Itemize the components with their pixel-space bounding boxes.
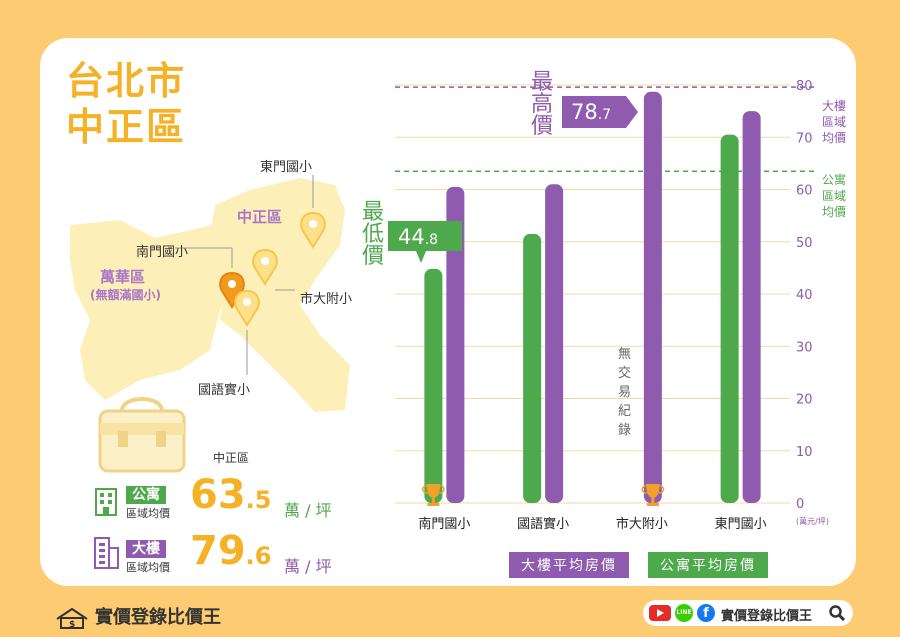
x-tick-label-2: 市大附小 bbox=[616, 516, 668, 532]
y-tick-label-10: 10 bbox=[796, 445, 813, 460]
x-tick-label-1: 國語實小 bbox=[517, 516, 569, 532]
pin-nanmen-icon bbox=[219, 271, 245, 309]
building-avg-line-label: 大樓區域均價 bbox=[822, 99, 847, 145]
x-tick-label-3: 東門國小 bbox=[715, 516, 767, 532]
y-tick-label-30: 30 bbox=[796, 340, 813, 355]
y-tick-label-70: 70 bbox=[796, 131, 813, 146]
youtube-play-glyph bbox=[657, 609, 664, 617]
apartment-badge: 公寓 bbox=[126, 486, 166, 504]
x-tick-label-0: 南門國小 bbox=[418, 516, 470, 532]
trophy-icon bbox=[641, 484, 665, 506]
pin-shida-icon bbox=[252, 248, 278, 286]
legend-building: 大樓平均房價 bbox=[509, 552, 629, 578]
school-label-guoyu: 國語實小 bbox=[198, 383, 251, 398]
social-search-bar[interactable]: LINE f 實價登錄比價王 bbox=[643, 600, 853, 626]
max-price-value: 78.7 bbox=[571, 100, 612, 124]
school-label-shida: 市大附小 bbox=[300, 292, 353, 307]
search-brand-text[interactable]: 實價登錄比價王 bbox=[721, 609, 813, 624]
min-price-label: 最低價 bbox=[362, 200, 385, 269]
district-label-wanhua: 萬華區 bbox=[100, 268, 146, 286]
pin-dongmen-icon bbox=[300, 211, 326, 249]
building-badge-wrap: 大樓 區域均價 bbox=[126, 538, 170, 575]
apartment-icon bbox=[95, 488, 117, 516]
trophy-icon bbox=[422, 484, 445, 506]
building-unit: 萬 / 坪 bbox=[284, 557, 332, 576]
footer-brand: $ 實價登錄比價王 bbox=[55, 603, 221, 630]
min-price-callout bbox=[388, 221, 462, 263]
apartment-label: 區域均價 bbox=[126, 507, 170, 520]
bar-apartment-0 bbox=[424, 268, 443, 503]
school-label-dongmen: 東門國小 bbox=[260, 160, 313, 175]
bar-building-3 bbox=[742, 111, 761, 503]
district-map bbox=[70, 175, 350, 412]
y-tick-label-0: 0 bbox=[796, 497, 804, 512]
search-icon[interactable] bbox=[829, 605, 845, 621]
line-icon[interactable]: LINE bbox=[675, 604, 693, 622]
max-price-label: 最高價 bbox=[531, 70, 554, 139]
y-unit-label: (萬元/坪) bbox=[796, 517, 829, 526]
bar-building-0 bbox=[446, 186, 465, 503]
building-icon bbox=[94, 537, 119, 569]
y-tick-label-40: 40 bbox=[796, 288, 813, 303]
svg-text:$: $ bbox=[69, 620, 75, 629]
pin-guoyu-icon bbox=[234, 289, 260, 327]
district-note-wanhua: (無額滿國小) bbox=[90, 288, 161, 302]
bar-apartment-3 bbox=[720, 134, 739, 503]
stats-district-name: 中正區 bbox=[213, 451, 250, 465]
apartment-unit: 萬 / 坪 bbox=[284, 501, 332, 520]
y-tick-label-60: 60 bbox=[796, 184, 813, 199]
building-label: 區域均價 bbox=[126, 561, 170, 574]
house-dollar-icon: $ bbox=[56, 607, 88, 630]
schoolbag-icon bbox=[98, 397, 186, 473]
min-price-value: 44.8 bbox=[398, 225, 439, 249]
school-label-nanmen: 南門國小 bbox=[136, 245, 189, 260]
bar-apartment-1 bbox=[523, 233, 542, 503]
y-tick-label-50: 50 bbox=[796, 236, 813, 251]
apartment-avg-line-label: 公寓區域均價 bbox=[822, 173, 847, 219]
bar-building-2 bbox=[643, 91, 662, 503]
no-record-note: 無交易紀錄 bbox=[618, 347, 632, 438]
max-price-callout bbox=[562, 96, 638, 128]
district-label-zhongzheng: 中正區 bbox=[237, 208, 283, 226]
bar-building-1 bbox=[545, 184, 564, 503]
building-avg-value: 79.6 bbox=[190, 528, 272, 574]
y-tick-label-20: 20 bbox=[796, 393, 813, 408]
page-title: 台北市 中正區 bbox=[66, 59, 187, 149]
apartment-badge-wrap: 公寓 區域均價 bbox=[126, 484, 170, 521]
legend-apartment: 公寓平均房價 bbox=[648, 552, 768, 578]
wanhua-shape bbox=[70, 220, 240, 400]
facebook-icon[interactable]: f bbox=[697, 604, 715, 622]
building-badge: 大樓 bbox=[126, 540, 166, 558]
apartment-avg-value: 63.5 bbox=[190, 472, 272, 518]
